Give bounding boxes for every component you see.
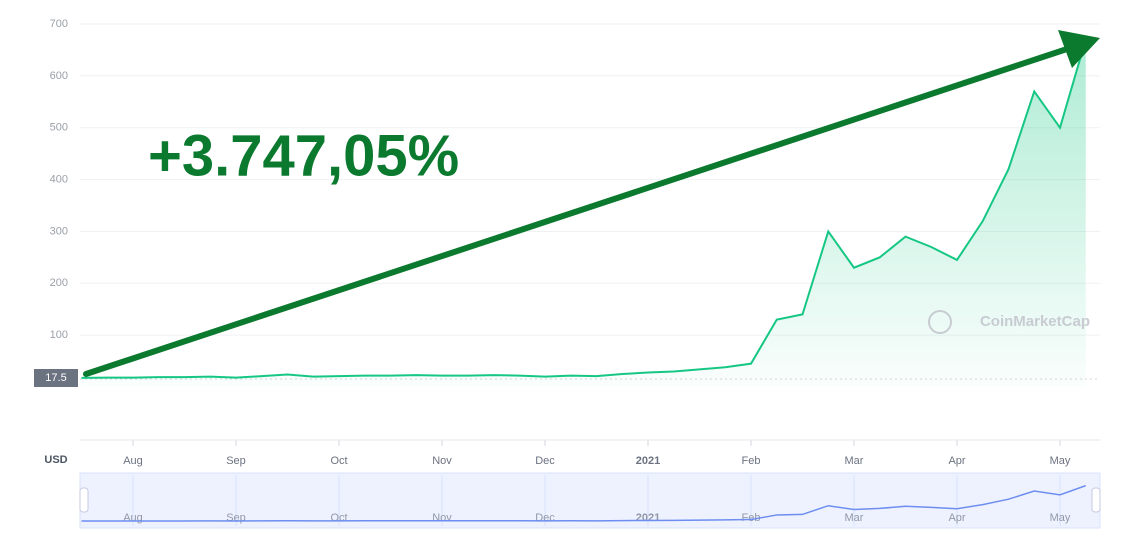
grid: 100 200 300 400 500 600 700 Aug Sep Oct Nov Dec 2021… xyxy=(50,18,1100,467)
price-line xyxy=(81,39,1087,379)
start-price: 17.5 xyxy=(45,372,66,384)
navigator-chart: Aug Sep Oct Nov Dec 2021 Feb Mar Apr May xyxy=(81,475,1087,526)
arrow-head xyxy=(1058,30,1100,68)
annotation: +3.747,05% xyxy=(148,123,459,188)
x-tick-label: Oct xyxy=(330,455,347,467)
navigator-handle[interactable] xyxy=(79,487,89,513)
x-tick-label: 2021 xyxy=(636,455,660,467)
navigator-line xyxy=(81,484,1087,522)
price-tag xyxy=(34,369,78,387)
x-tick-label: Apr xyxy=(948,455,965,467)
navigator-label: Sep xyxy=(226,512,246,524)
y-tick-label: 300 xyxy=(50,225,68,237)
navigator-label: Nov xyxy=(432,512,452,524)
x-tick-label: Mar xyxy=(845,455,864,467)
navigator-label: May xyxy=(1050,512,1071,524)
navigator-label: Apr xyxy=(948,512,965,524)
navigator-label: Feb xyxy=(742,512,761,524)
navigator-label: Dec xyxy=(535,512,555,524)
watermark: CoinMarketCap xyxy=(980,313,1090,330)
x-tick-label: May xyxy=(1050,455,1071,467)
y-tick-label: 600 xyxy=(50,70,68,82)
y-tick-label: 400 xyxy=(50,173,68,185)
x-tick-label: Dec xyxy=(535,455,555,467)
navigator[interactable] xyxy=(79,472,1101,529)
x-tick-label: Nov xyxy=(432,455,452,467)
y-tick-label: 700 xyxy=(50,18,68,30)
x-tick-label: Sep xyxy=(226,455,246,467)
y-tick-label: 500 xyxy=(50,122,68,134)
navigator-label: Aug xyxy=(123,512,143,524)
arrow-line xyxy=(83,45,1073,377)
navigator-handle[interactable] xyxy=(1091,487,1101,513)
x-tick-label: Aug xyxy=(123,455,143,467)
x-tick-label: Feb xyxy=(742,455,761,467)
y-tick-label: 100 xyxy=(50,329,68,341)
navigator-label: Oct xyxy=(330,512,347,524)
navigator-label: Mar xyxy=(845,512,864,524)
area-fill xyxy=(81,39,1086,388)
y-tick-label: 200 xyxy=(50,277,68,289)
navigator-label: 2021 xyxy=(636,512,660,524)
currency-label: USD xyxy=(44,454,67,466)
plot xyxy=(81,39,1087,388)
watermark-logo xyxy=(928,310,952,334)
